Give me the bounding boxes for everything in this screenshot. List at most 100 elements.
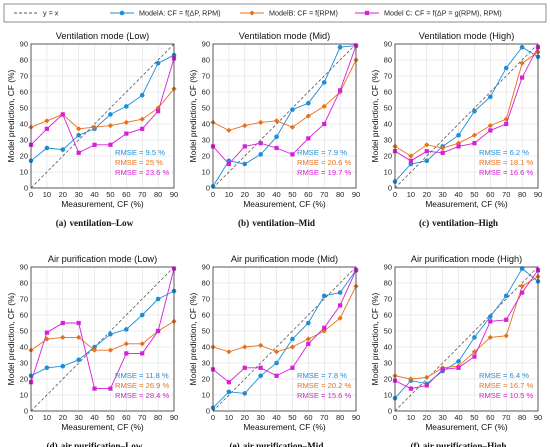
data-point — [306, 136, 311, 141]
y-tick-label: 10 — [20, 391, 28, 400]
y-axis-label: Model prediction, CF (%) — [6, 292, 16, 385]
x-tick-label: 60 — [486, 413, 494, 422]
reference-line — [30, 43, 175, 189]
data-point — [487, 123, 493, 129]
data-point — [289, 344, 296, 350]
y-tick-label: 70 — [384, 72, 392, 81]
data-point — [273, 349, 280, 355]
x-tick-label: 20 — [423, 413, 431, 422]
plot-frame — [30, 43, 175, 189]
chart-panel: Air purification mode (Low) 00 10 10 20 20 30 3… — [6, 254, 178, 447]
x-tick-label: 80 — [336, 413, 344, 422]
data-point — [76, 334, 82, 340]
y-tick-label: 70 — [20, 72, 28, 81]
x-tick-label: 50 — [106, 190, 114, 199]
x-tick-label: 30 — [256, 413, 264, 422]
series-model-b — [28, 86, 177, 132]
rmse-model-a: RMSE = 6.2 % — [479, 148, 529, 157]
data-point — [488, 128, 493, 133]
data-point — [108, 386, 113, 391]
data-point — [156, 328, 161, 334]
x-tick-label: 20 — [423, 190, 431, 199]
y-tick-label: 70 — [20, 295, 28, 304]
legend-item: Model C: CF = f(ΔP = g(RPM), RPM) — [355, 9, 502, 18]
data-point — [488, 94, 493, 100]
x-tick-label: 40 — [272, 190, 280, 199]
panel-caption: (f) air purification–High — [411, 441, 507, 447]
y-tick-label: 10 — [202, 391, 210, 400]
x-axis-label: Measurement, CF (%) — [425, 422, 508, 432]
data-point — [124, 327, 129, 332]
y-tick-label: 10 — [202, 168, 210, 177]
plot-frame — [30, 266, 175, 412]
data-point — [242, 161, 248, 167]
data-point — [139, 92, 145, 98]
data-point — [290, 152, 295, 157]
data-point — [290, 336, 295, 342]
panel-title: Air purification mode (Low) — [48, 254, 157, 264]
y-tick-label: 40 — [384, 343, 392, 352]
data-point — [140, 351, 145, 356]
y-tick-label: 20 — [202, 375, 210, 384]
x-tick-label: 90 — [170, 190, 178, 199]
data-point — [242, 344, 248, 350]
y-tick-label: 30 — [202, 136, 210, 145]
x-tick-label: 70 — [138, 190, 146, 199]
data-point — [139, 341, 145, 347]
series-line — [394, 269, 539, 390]
series-model-a — [210, 43, 359, 189]
series-line — [394, 276, 539, 380]
series-line — [394, 51, 539, 157]
x-tick-label: 0 — [211, 413, 215, 422]
y-tick-label: 60 — [20, 311, 28, 320]
data-point — [274, 373, 279, 378]
x-tick-label: 90 — [352, 413, 360, 422]
data-point — [306, 341, 311, 346]
series-line — [30, 268, 175, 390]
series-model-b — [392, 49, 541, 159]
y-axis-label: Model prediction, CF (%) — [188, 69, 198, 162]
data-point — [306, 100, 311, 106]
data-point — [274, 145, 279, 151]
data-point — [289, 124, 296, 130]
x-tick-label: 40 — [90, 190, 98, 199]
data-point — [156, 109, 161, 114]
y-tick-label: 60 — [202, 88, 210, 97]
data-point — [408, 153, 414, 159]
data-point — [92, 386, 97, 391]
y-tick-label: 10 — [384, 391, 392, 400]
y-tick-label: 20 — [20, 152, 28, 161]
x-tick-label: 10 — [407, 413, 415, 422]
y-tick-label: 70 — [384, 295, 392, 304]
data-point — [60, 147, 66, 152]
y-tick-label: 90 — [202, 263, 210, 272]
y-tick-label: 10 — [384, 168, 392, 177]
y-tick-label: 20 — [384, 152, 392, 161]
x-tick-label: 10 — [43, 190, 51, 199]
panel-title: Ventilation mode (High) — [419, 31, 515, 41]
plot-frame — [212, 43, 357, 189]
data-point — [321, 80, 327, 85]
y-tick-label: 30 — [20, 359, 28, 368]
data-point — [60, 112, 65, 117]
data-point — [504, 317, 509, 322]
series-line — [212, 269, 357, 409]
legend-label: ModelA: CF = f(ΔP, RPM) — [139, 9, 221, 18]
data-point — [408, 376, 414, 382]
data-point — [488, 314, 493, 319]
reference-line — [212, 266, 357, 412]
plot-frame — [212, 266, 357, 412]
y-tick-label: 80 — [202, 279, 210, 288]
y-tick-label: 70 — [202, 72, 210, 81]
y-tick-label: 80 — [20, 56, 28, 65]
legend-marker — [364, 10, 370, 16]
data-point — [124, 104, 129, 109]
data-point — [107, 123, 114, 129]
data-point — [472, 354, 477, 359]
series-line — [212, 270, 357, 383]
data-point — [92, 344, 97, 350]
data-point — [273, 118, 280, 124]
y-tick-label: 30 — [384, 359, 392, 368]
x-tick-label: 30 — [438, 413, 446, 422]
data-point — [305, 113, 311, 119]
